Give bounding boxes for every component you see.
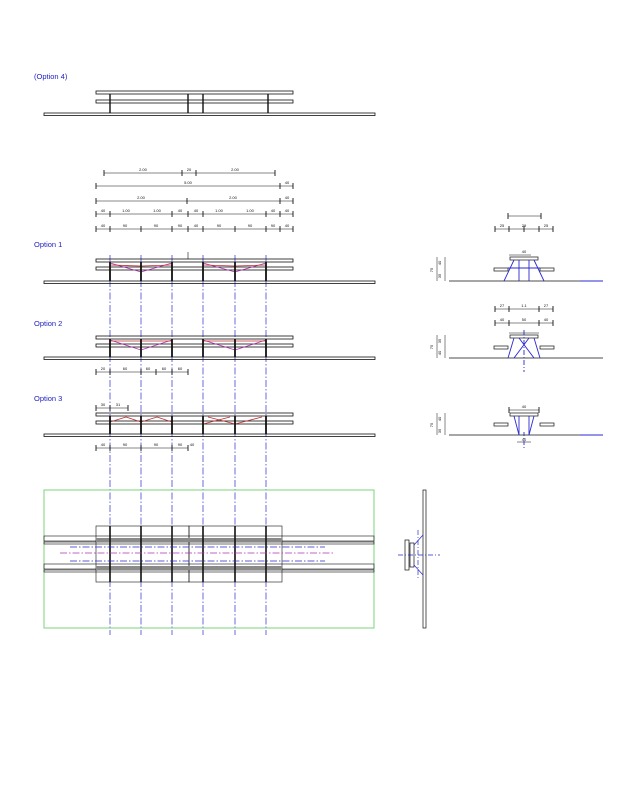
dim-top-4c: 1.00 bbox=[153, 208, 162, 213]
side-elevation-2: 27 1.1 27 40 50 40 bbox=[429, 303, 603, 372]
dim-top-1a: 2.00 bbox=[139, 167, 148, 172]
dim-top-3b: 2.00 bbox=[229, 195, 238, 200]
side2-top-b: 1.1 bbox=[521, 303, 527, 308]
side2-row-b: 50 bbox=[522, 317, 527, 322]
plan-center-axes bbox=[60, 546, 335, 562]
dim-opt3-below-d: 90 bbox=[178, 442, 183, 447]
dim-opt3-below-c: 90 bbox=[154, 442, 159, 447]
side3-top-dim: 40 bbox=[522, 404, 527, 409]
side2-row-a: 40 bbox=[500, 317, 505, 322]
dim-opt2-d: 60 bbox=[162, 366, 167, 371]
dim-opt2-e: 60 bbox=[178, 366, 183, 371]
dim-opt3-above-a: 30 bbox=[101, 402, 106, 407]
dim-opt3-below-a: 40 bbox=[101, 442, 106, 447]
option-2-label: Option 2 bbox=[34, 319, 63, 328]
option-3-label: Option 3 bbox=[34, 394, 63, 403]
side1-dim-b: 29 bbox=[522, 223, 527, 228]
option-3-dims-above: 30 31 bbox=[95, 402, 129, 411]
dim-top-4i: 40 bbox=[285, 208, 290, 213]
option-3-dims-below: 40 90 90 90 40 bbox=[95, 442, 195, 451]
dim-opt2-a: 20 bbox=[101, 366, 106, 371]
dim-top-4d: 40 bbox=[178, 208, 183, 213]
plan-view-frame bbox=[43, 489, 375, 629]
dim-top-4b: 1.00 bbox=[122, 208, 131, 213]
option-4-label: (Option 4) bbox=[34, 72, 68, 81]
plan-side-view bbox=[398, 489, 440, 629]
dim-top-5c: 90 bbox=[154, 223, 159, 228]
dim-top-2a: 5.00 bbox=[184, 180, 193, 185]
dim-opt3-below-e: 40 bbox=[190, 442, 195, 447]
option-2-elevation bbox=[43, 335, 376, 360]
dim-top-5d: 90 bbox=[178, 223, 183, 228]
side3-height-total: 75 bbox=[429, 422, 434, 427]
dimension-ticks bbox=[95, 170, 294, 232]
side2-height-bottom: 40 bbox=[437, 350, 442, 355]
side3-height-bottom: 35 bbox=[437, 428, 442, 433]
dim-top-5e: 40 bbox=[194, 223, 199, 228]
side2-height-top: 35 bbox=[437, 338, 442, 343]
dim-top-5f: 90 bbox=[217, 223, 222, 228]
side3-height-top: 40 bbox=[437, 416, 442, 421]
option-2-bracing bbox=[109, 339, 267, 351]
side1-height-top: 40 bbox=[437, 260, 442, 265]
option-1-legs bbox=[109, 262, 267, 281]
plan-view bbox=[43, 525, 375, 583]
dim-top-3a: 2.00 bbox=[137, 195, 146, 200]
option-1-elevation bbox=[43, 252, 376, 284]
dim-opt2-c: 60 bbox=[146, 366, 151, 371]
dim-opt3-above-b: 31 bbox=[116, 402, 121, 407]
dim-opt3-below-b: 90 bbox=[123, 442, 128, 447]
dim-top-5g: 90 bbox=[248, 223, 253, 228]
dim-top-4h: 40 bbox=[271, 208, 276, 213]
dim-top-5b: 90 bbox=[123, 223, 128, 228]
dimension-lines bbox=[96, 172, 293, 230]
side2-height-total: 75 bbox=[429, 344, 434, 349]
option-1-label: Option 1 bbox=[34, 240, 63, 249]
side1-top-dim: 40 bbox=[522, 249, 527, 254]
dim-top-5i: 40 bbox=[285, 223, 290, 228]
dim-top-5a: 40 bbox=[101, 223, 106, 228]
side2-top-c: 27 bbox=[544, 303, 549, 308]
side2-top-a: 27 bbox=[500, 303, 505, 308]
dim-opt2-b: 60 bbox=[123, 366, 128, 371]
side1-dim-c: 25 bbox=[544, 223, 549, 228]
dim-top-3c: 40 bbox=[285, 195, 290, 200]
side3-base-dim: 40 bbox=[522, 437, 527, 442]
dim-top-2b: 40 bbox=[285, 180, 290, 185]
side1-dim-a: 25 bbox=[500, 223, 505, 228]
side-elevation-3: 40 40 75 40 bbox=[429, 404, 603, 448]
dim-top-4g: 1.00 bbox=[246, 208, 255, 213]
option-3-elevation bbox=[43, 412, 376, 437]
dimension-texts: 2.00 20 2.00 5.00 40 2.00 2.00 40 40 1.0… bbox=[101, 167, 290, 228]
side1-height-bottom: 35 bbox=[437, 273, 442, 278]
option-2-legs bbox=[109, 339, 267, 357]
dim-top-1b: 20 bbox=[187, 167, 192, 172]
option-4-elevation bbox=[43, 90, 376, 116]
option-3-bracing bbox=[109, 416, 263, 425]
option-1-bracing bbox=[109, 262, 267, 273]
option-3-legs bbox=[109, 416, 267, 434]
dim-top-1c: 2.00 bbox=[231, 167, 240, 172]
dim-top-4a: 40 bbox=[101, 208, 106, 213]
option-2-dims: 20 60 60 60 60 bbox=[95, 366, 189, 375]
side1-height-total: 75 bbox=[429, 267, 434, 272]
dim-top-4f: 1.00 bbox=[215, 208, 224, 213]
side-elevation-1: 40 25 29 25 bbox=[429, 213, 603, 282]
side2-row-c: 40 bbox=[544, 317, 549, 322]
dim-top-5h: 90 bbox=[271, 223, 276, 228]
dim-top-4e: 40 bbox=[194, 208, 199, 213]
